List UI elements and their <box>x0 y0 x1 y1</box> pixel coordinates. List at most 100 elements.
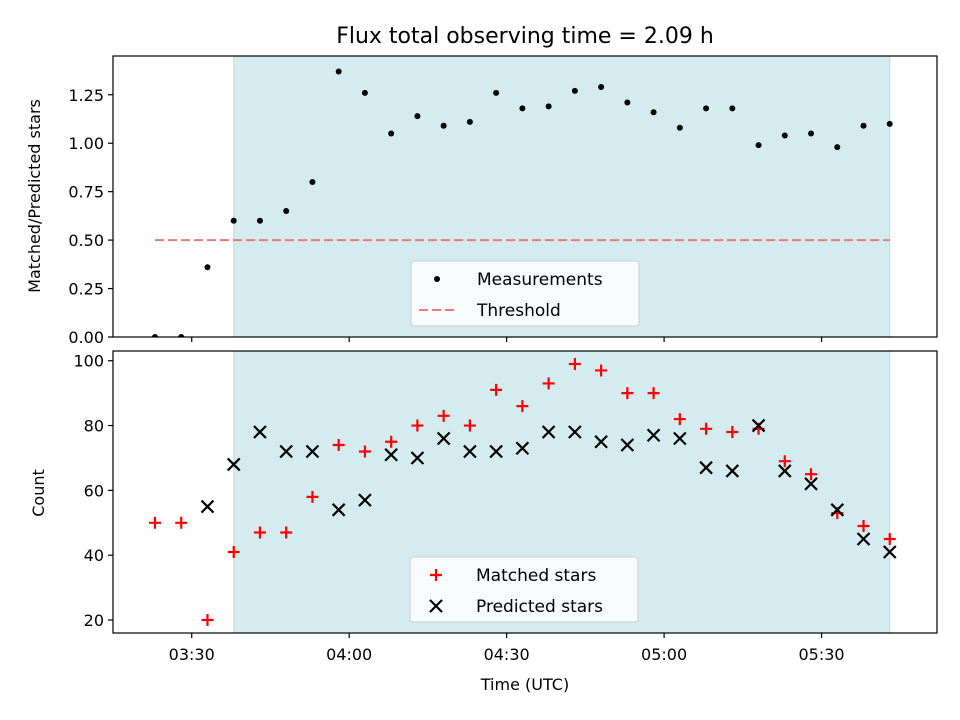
x-tick-label: 04:30 <box>484 645 530 664</box>
data-point <box>358 445 371 458</box>
axes-frame <box>112 350 938 634</box>
data-point <box>857 520 870 533</box>
x-tick-label: 04:00 <box>326 645 372 664</box>
bottom-panel-ylabel: Count <box>29 469 48 517</box>
legend-label: Matched stars <box>476 566 596 586</box>
legend-label: Predicted stars <box>476 597 603 617</box>
y-tick-label: 40 <box>84 546 104 565</box>
data-point <box>204 264 211 271</box>
data-point <box>436 431 451 446</box>
data-point <box>781 132 788 139</box>
data-layer <box>151 68 893 337</box>
data-point <box>490 383 503 396</box>
data-point <box>886 120 893 127</box>
data-point <box>230 217 237 224</box>
data-point <box>676 124 683 131</box>
data-point <box>882 545 897 559</box>
data-point <box>673 431 687 446</box>
data-point <box>515 441 530 456</box>
y-tick-label: 0.75 <box>68 183 104 202</box>
data-point <box>437 409 450 422</box>
data-point <box>358 493 372 507</box>
data-point <box>545 103 552 110</box>
y-tick-label: 0.50 <box>68 231 104 250</box>
legend: Measurements Threshold <box>410 260 640 327</box>
data-point <box>384 447 398 462</box>
data-point <box>834 144 841 151</box>
data-point <box>856 532 871 546</box>
data-point <box>726 426 739 439</box>
data-point <box>361 89 368 96</box>
legend-label: Measurements <box>477 270 603 290</box>
data-point <box>148 516 161 529</box>
data-point <box>309 178 316 185</box>
top-panel: Matched/Predicted stars 0.00 0.25 0.50 0.75… <box>25 55 938 347</box>
data-point <box>808 130 815 137</box>
data-point <box>571 87 578 94</box>
data-point <box>703 105 710 112</box>
data-layer <box>148 357 897 627</box>
y-tick-label: 1.25 <box>68 86 104 105</box>
data-point <box>699 460 713 475</box>
data-point <box>778 464 792 478</box>
x-tick-label: 03:30 <box>169 645 215 664</box>
legend-label: Threshold <box>476 301 561 321</box>
figure-title: Flux total observing time = 2.09 h <box>336 24 714 49</box>
data-point <box>410 451 425 465</box>
data-point <box>883 533 896 545</box>
y-tick-label: 80 <box>84 417 104 436</box>
y-tick-label: 100 <box>73 352 104 371</box>
data-point <box>414 113 421 120</box>
legend-x-swatch <box>429 599 443 613</box>
data-point <box>411 419 424 432</box>
data-point <box>541 425 556 439</box>
data-point <box>542 377 555 390</box>
legend-dot-swatch <box>434 276 440 282</box>
legend: Matched stars Predicted stars <box>409 556 639 623</box>
data-point <box>463 419 476 432</box>
data-point <box>647 387 660 400</box>
data-point <box>568 425 582 439</box>
data-point <box>388 130 395 137</box>
data-point <box>568 357 581 370</box>
data-point <box>151 334 158 337</box>
data-point <box>306 490 319 503</box>
top-panel-ylabel: Matched/Predicted stars <box>25 99 44 293</box>
data-point <box>673 413 686 426</box>
data-point <box>305 444 320 459</box>
data-point <box>331 503 346 517</box>
data-point <box>385 435 398 448</box>
data-point <box>178 334 185 337</box>
data-point <box>598 84 605 91</box>
data-point <box>253 425 267 439</box>
data-point <box>860 122 867 129</box>
data-point <box>804 477 818 491</box>
data-point <box>466 118 473 125</box>
data-point <box>200 499 215 514</box>
data-point <box>646 428 661 443</box>
data-point <box>280 526 293 539</box>
data-point <box>830 503 845 517</box>
data-point <box>440 122 447 129</box>
data-point <box>332 439 345 451</box>
data-point <box>226 457 241 472</box>
data-point <box>700 422 713 435</box>
y-tick-label: 0.25 <box>68 280 104 299</box>
data-point <box>283 208 290 215</box>
data-point <box>519 105 526 112</box>
data-point <box>253 526 266 539</box>
x-tick-label: 05:00 <box>641 645 687 664</box>
data-point <box>279 444 293 459</box>
data-point <box>805 468 818 481</box>
data-point <box>725 464 740 478</box>
data-point <box>335 68 342 75</box>
data-point <box>778 455 791 468</box>
data-point <box>175 516 188 529</box>
data-point <box>650 109 657 116</box>
data-point <box>620 438 635 452</box>
y-tick-label: 60 <box>84 481 104 500</box>
data-point <box>256 217 263 224</box>
x-axis-label: Time (UTC) <box>480 675 569 694</box>
legend-plus-swatch <box>430 569 442 581</box>
